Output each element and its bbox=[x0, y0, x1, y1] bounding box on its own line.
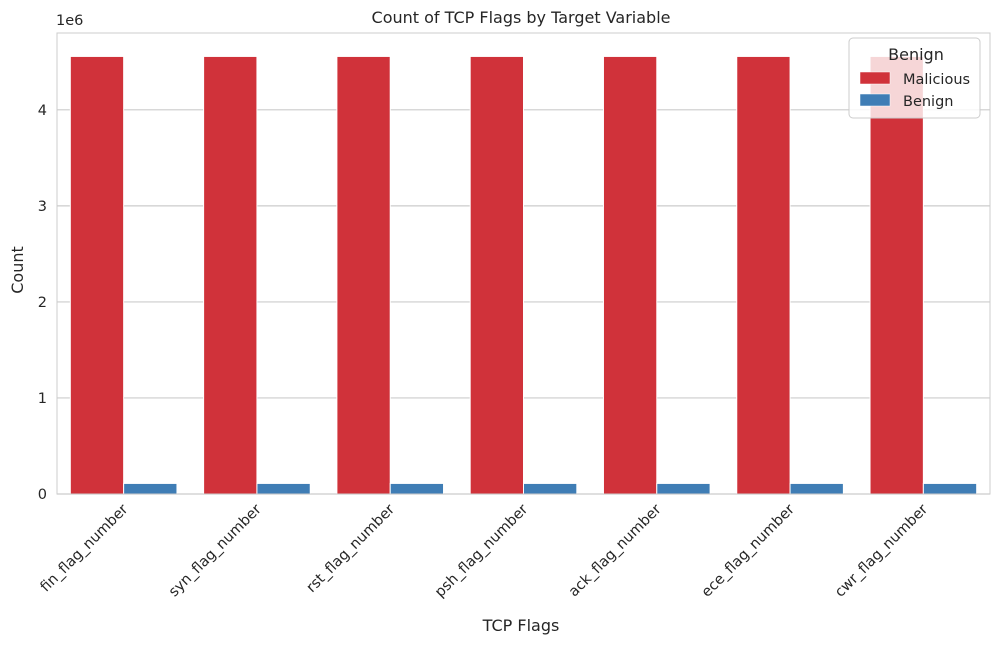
x-tick-label: ack_flag_number bbox=[566, 501, 665, 600]
bar bbox=[789, 482, 844, 495]
bar bbox=[69, 55, 125, 495]
legend-label: Benign bbox=[903, 94, 953, 110]
bar bbox=[523, 482, 578, 495]
bar bbox=[123, 482, 178, 495]
bar bbox=[602, 55, 658, 495]
y-axis-label: Count bbox=[8, 246, 27, 294]
y-tick-label: 1 bbox=[38, 391, 47, 407]
x-tick-label: syn_flag_number bbox=[166, 501, 265, 600]
x-tick-label: ece_flag_number bbox=[699, 501, 798, 600]
x-tick-label: cwr_flag_number bbox=[832, 501, 931, 600]
plot-frame bbox=[56, 32, 991, 495]
legend-title: Benign bbox=[888, 45, 944, 64]
x-tick-label: fin_flag_number bbox=[38, 501, 132, 595]
y-ticks: 0 1 2 3 4 bbox=[38, 103, 47, 503]
y-tick-label: 2 bbox=[38, 295, 47, 311]
bar bbox=[469, 55, 524, 495]
legend-items: Malicious Benign bbox=[859, 71, 970, 110]
bar bbox=[389, 482, 445, 495]
bar bbox=[336, 55, 391, 495]
y-offset-label: 1e6 bbox=[56, 13, 83, 29]
axes bbox=[56, 32, 991, 495]
y-tick-label: 0 bbox=[38, 487, 47, 503]
x-tick-label: psh_flag_number bbox=[432, 501, 531, 600]
bar bbox=[656, 482, 711, 495]
legend-label: Malicious bbox=[903, 72, 970, 88]
bar bbox=[922, 482, 978, 495]
bar bbox=[256, 482, 311, 495]
x-ticks: fin_flag_number syn_flag_number rst_flag_n… bbox=[38, 501, 932, 600]
bars bbox=[69, 55, 978, 495]
x-axis-label: TCP Flags bbox=[482, 616, 560, 635]
bar bbox=[203, 55, 258, 495]
legend: Benign Malicious Benign bbox=[848, 37, 981, 119]
bar bbox=[736, 55, 791, 495]
chart-title: Count of TCP Flags by Target Variable bbox=[372, 8, 671, 27]
x-tick-label: rst_flag_number bbox=[304, 501, 398, 595]
y-tick-label: 4 bbox=[38, 103, 47, 119]
y-tick-label: 3 bbox=[38, 199, 47, 215]
legend-swatch bbox=[859, 71, 891, 85]
legend-swatch bbox=[859, 93, 891, 107]
bar bbox=[869, 55, 924, 495]
